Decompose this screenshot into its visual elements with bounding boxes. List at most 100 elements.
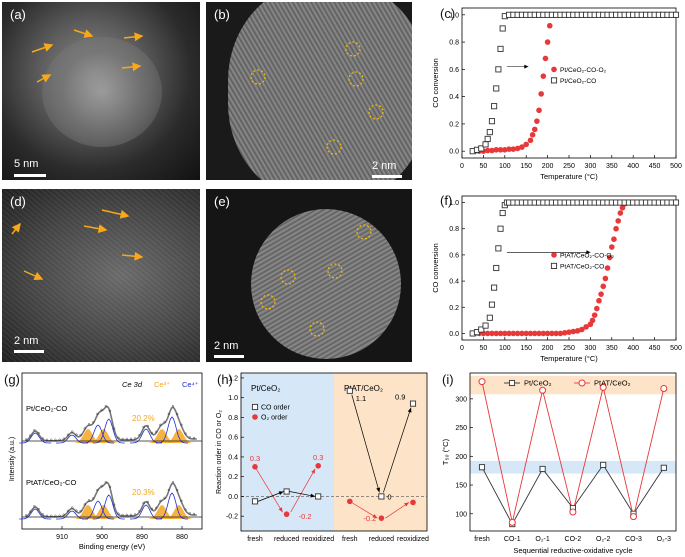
- y-tick-label: 0.6: [228, 435, 238, 442]
- x-tick-label: O₂-2: [596, 536, 610, 543]
- circles-e: [260, 224, 372, 337]
- y-tick-label: 300: [455, 396, 467, 403]
- scale-text: 2 nm: [14, 335, 39, 347]
- series-label: PtAT/CeO₂-CO: [26, 478, 76, 487]
- data-point-square: [488, 118, 496, 125]
- panel-label: (b): [214, 7, 230, 22]
- raw-data-point: [163, 420, 166, 423]
- x-axis-label: Binding energy (eV): [79, 542, 146, 551]
- raw-data-point: [184, 432, 187, 435]
- y-tick-label: 1.0: [449, 12, 459, 19]
- x-tick-label: 50: [480, 163, 488, 170]
- data-point-circle: [489, 147, 495, 154]
- data-point-circle: [493, 147, 500, 153]
- x-tick-label: 0: [460, 163, 464, 170]
- raw-data-point: [163, 496, 166, 499]
- x-tick-label: reduced: [274, 536, 299, 543]
- x-tick-label: 200: [542, 345, 554, 352]
- data-point-circle: [602, 275, 609, 282]
- raw-data-point: [167, 488, 170, 491]
- data-point-square: [478, 145, 485, 152]
- x-tick-label: reduced: [369, 536, 394, 543]
- data-point-circle: [478, 378, 486, 386]
- panel-label: (i): [442, 372, 454, 387]
- raw-data-point: [155, 430, 158, 433]
- y-tick-label: 150: [455, 483, 467, 490]
- y-axis-label: Intensity (a.u.): [9, 437, 16, 481]
- data-point-circle: [600, 283, 607, 290]
- raw-data-point: [24, 438, 28, 441]
- data-point-circle: [283, 511, 290, 518]
- y-tick-label: 0.2: [228, 474, 238, 481]
- raw-data-point: [188, 436, 191, 439]
- raw-data-point: [146, 424, 149, 427]
- data-point-square: [499, 209, 506, 217]
- co-arrow: [351, 394, 380, 493]
- shift-arrowhead: [524, 64, 529, 69]
- raw-data-point: [150, 507, 154, 510]
- raw-data-point: [117, 512, 120, 515]
- legend-label: Pt/CeO₂: [524, 379, 552, 388]
- data-point-square: [315, 493, 322, 500]
- raw-data-point: [188, 512, 191, 515]
- raw-data-point: [159, 499, 162, 502]
- data-point-circle: [252, 464, 258, 470]
- data-point-circle: [553, 330, 559, 337]
- raw-data-point: [62, 513, 65, 516]
- data-point-square: [488, 301, 496, 308]
- raw-data-point: [171, 481, 175, 484]
- data-point-circle: [529, 132, 536, 138]
- data-point-square: [283, 488, 290, 495]
- data-point-square: [491, 284, 498, 291]
- data-point-circle: [502, 147, 508, 153]
- data-point-circle: [630, 513, 637, 521]
- y-tick-label: 0.4: [449, 279, 459, 286]
- data-point-square: [486, 314, 493, 321]
- data-point-square: [478, 326, 485, 333]
- value-label: -0.2: [299, 512, 312, 521]
- legend-label: Pt/CeO₂-CO-O₂: [560, 67, 607, 74]
- scale-bar: [14, 174, 46, 177]
- x-axis-label: Sequential reductive-oxidative cycle: [513, 546, 632, 555]
- data-point-circle: [591, 312, 598, 318]
- data-point-square: [539, 465, 546, 472]
- raw-data-point: [33, 505, 36, 508]
- panel-label: (e): [214, 194, 230, 209]
- data-point-circle: [574, 328, 581, 334]
- x-tick-label: 100: [499, 163, 511, 170]
- chart-i: 100 150 200 250 300 fresh CO-1 O₂-1 CO-2 O₂-2 CO-3…: [441, 372, 677, 555]
- ce3-percent: 20.3%: [132, 488, 155, 497]
- x-tick-label: 250: [563, 345, 575, 352]
- data-point-circle: [506, 146, 512, 152]
- raw-data-point: [167, 412, 170, 415]
- y-tick-label: 250: [455, 425, 467, 432]
- raw-data-point: [58, 514, 61, 517]
- o2-arrow-head: [372, 514, 378, 519]
- y-tick-label: 0.4: [449, 94, 459, 101]
- data-point-square: [409, 400, 417, 407]
- panel-label: (h): [217, 372, 233, 387]
- raw-data-point: [146, 500, 149, 503]
- y-tick-label: 100: [455, 511, 467, 518]
- x-tick-label: CO-3: [625, 536, 642, 543]
- data-point-circle: [557, 330, 564, 337]
- panel-label: (d): [10, 194, 26, 209]
- arrows-a: [31, 29, 144, 83]
- data-point-circle: [527, 137, 534, 144]
- y-tick-label: 0.6: [449, 252, 459, 259]
- raw-data-point: [108, 485, 112, 488]
- x-axis-label: Temperature (°C): [540, 354, 598, 363]
- raw-data-point: [138, 434, 141, 437]
- data-point-circle: [583, 324, 589, 330]
- data-point-circle: [599, 383, 607, 391]
- ce4-component: [82, 424, 114, 444]
- tem-image-d: (d) 2 nm: [2, 189, 200, 362]
- raw-data-point: [104, 480, 107, 484]
- raw-data-point: [41, 513, 44, 516]
- data-point-square: [495, 245, 502, 252]
- data-point-circle: [523, 141, 529, 148]
- y-tick-label: 0.8: [449, 226, 459, 233]
- x-tick-label: 350: [606, 163, 618, 170]
- raw-data-point: [92, 497, 95, 500]
- raw-data-point: [180, 423, 183, 426]
